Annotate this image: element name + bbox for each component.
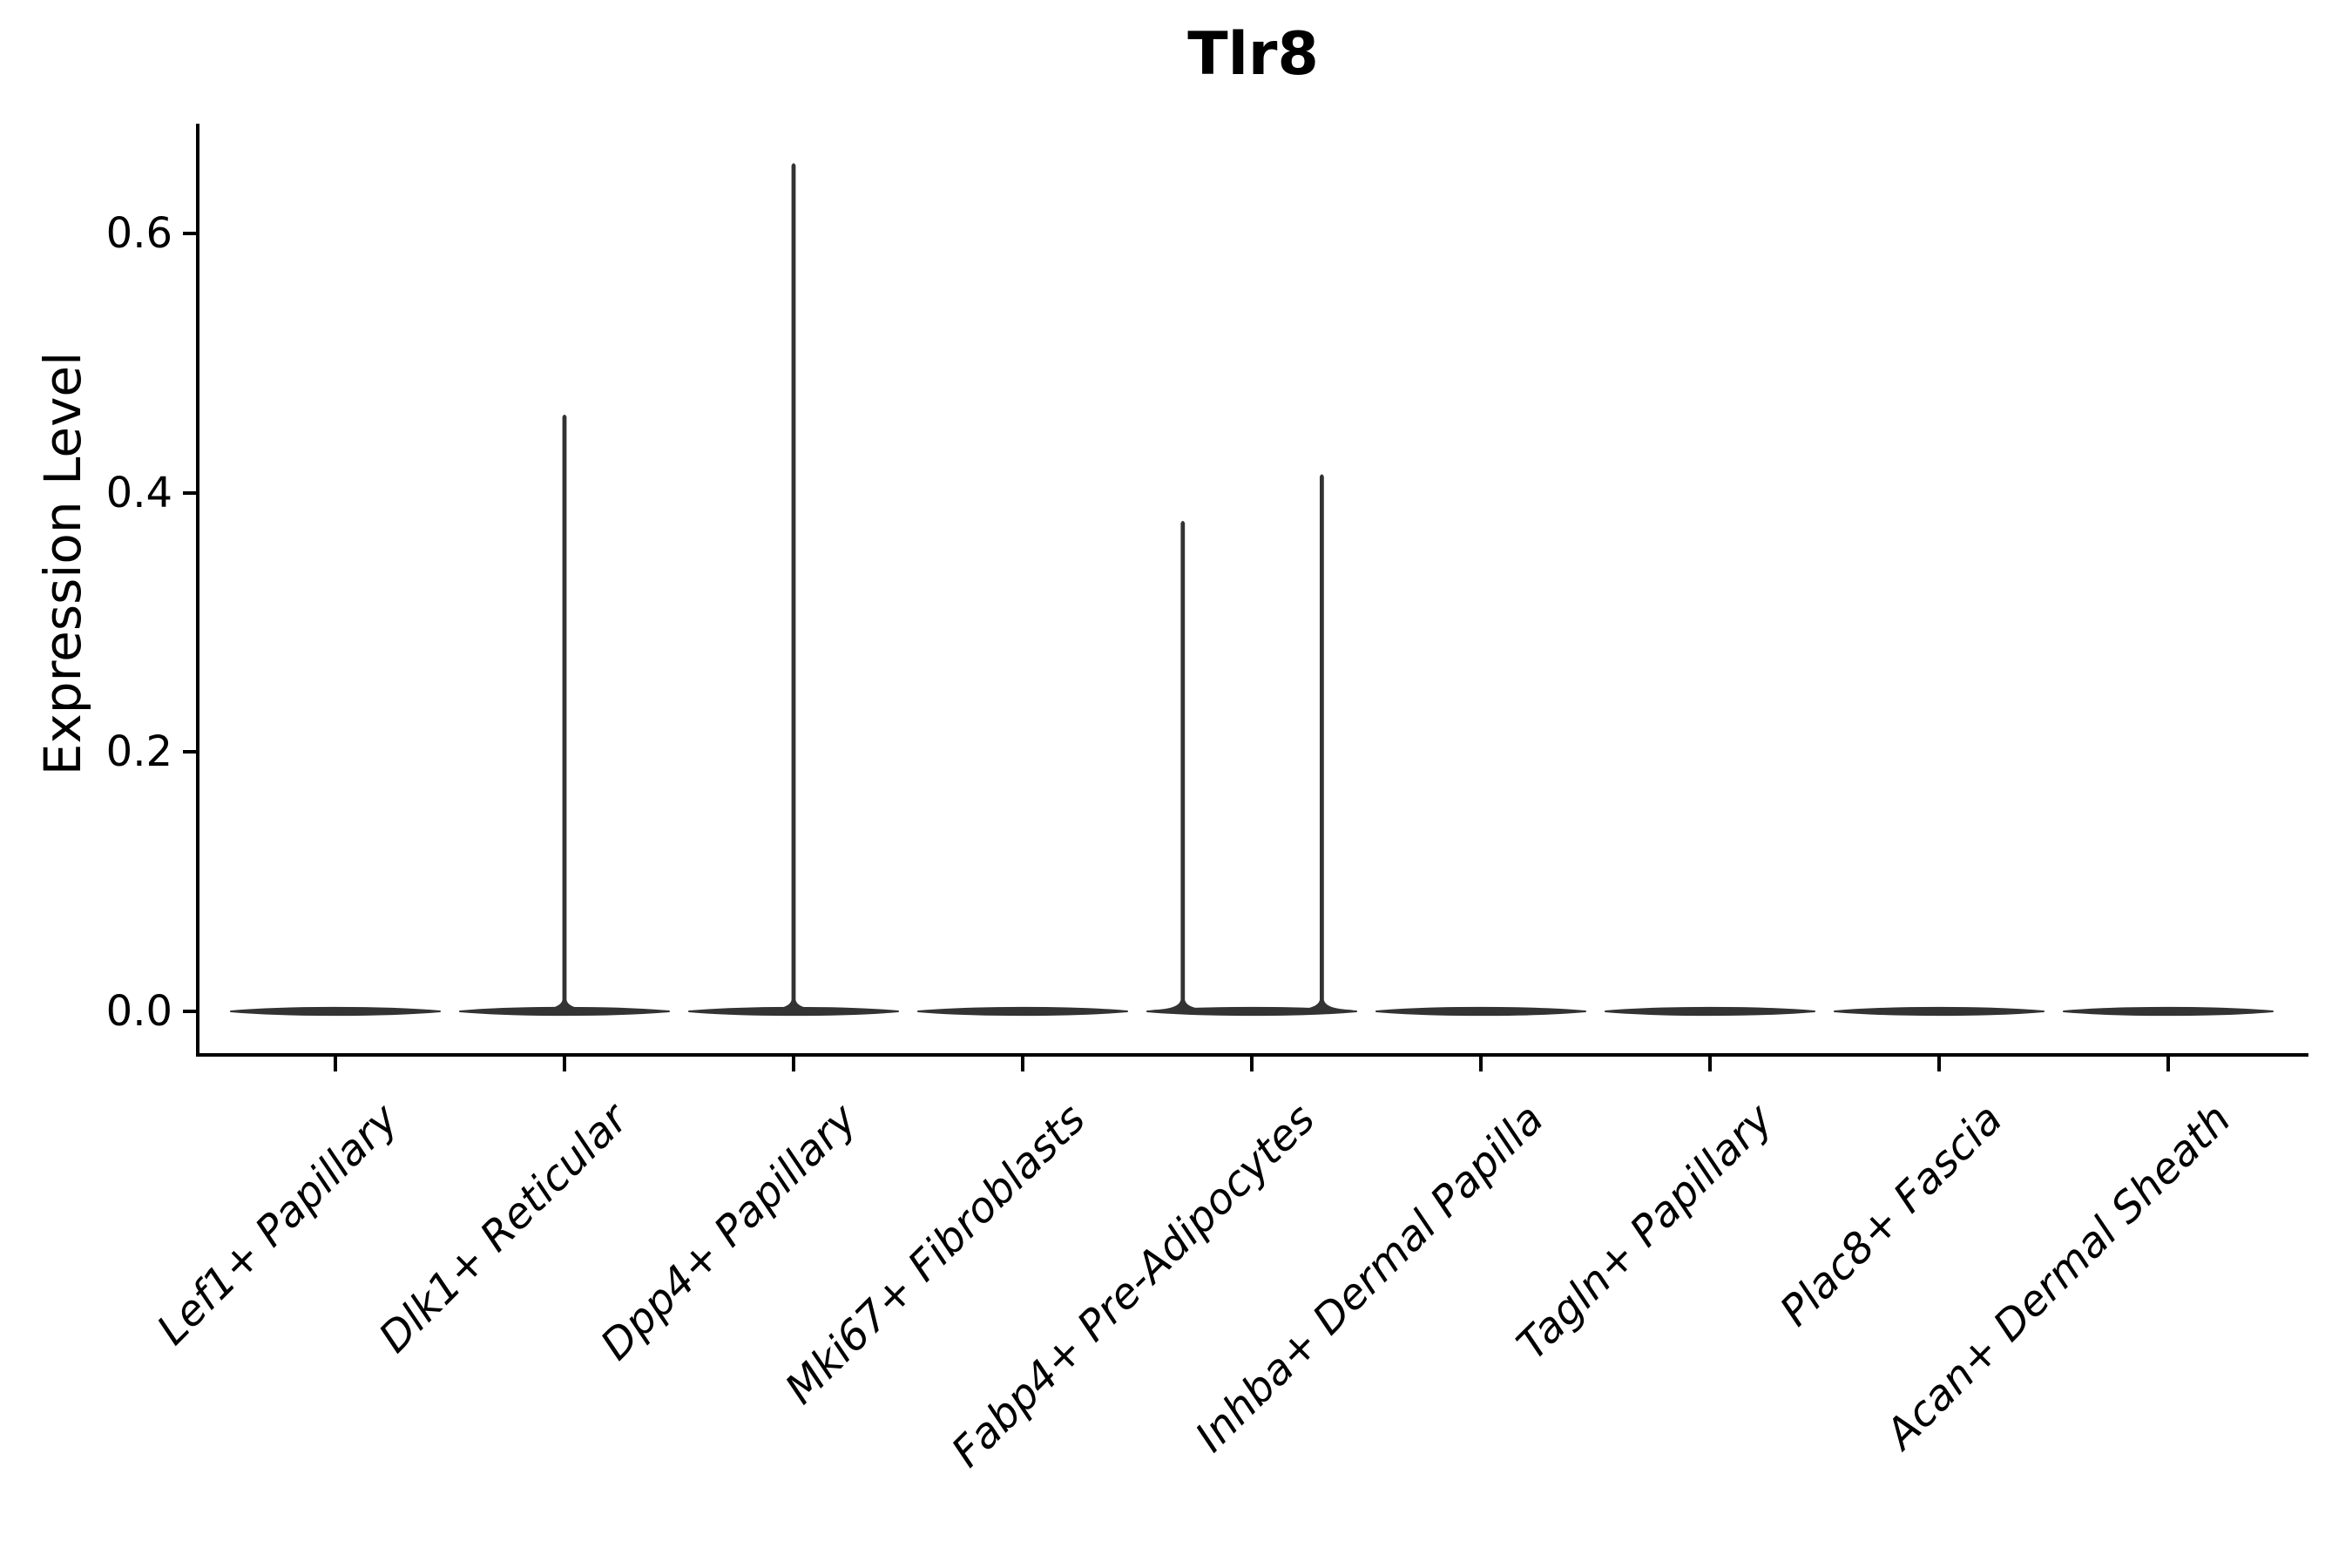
x-tick-mark	[563, 1057, 566, 1071]
y-tick-mark	[183, 1010, 196, 1013]
x-tick-mark	[1479, 1057, 1483, 1071]
y-tick-label: 0.2	[105, 727, 172, 776]
violin-body	[459, 1006, 670, 1017]
y-tick-mark	[183, 491, 196, 495]
x-tick-mark	[2166, 1057, 2170, 1071]
violin-body	[1605, 1006, 1815, 1017]
x-axis-spine	[196, 1053, 2308, 1057]
violin-body	[688, 1006, 899, 1017]
x-tick-mark	[1937, 1057, 1941, 1071]
y-tick-label: 0.6	[105, 209, 172, 258]
x-tick-mark	[1250, 1057, 1254, 1071]
chart-title: Tlr8	[1187, 20, 1319, 89]
x-tick-mark	[334, 1057, 337, 1071]
y-tick-mark	[183, 232, 196, 235]
x-tick-mark	[1021, 1057, 1024, 1071]
violin-body	[1375, 1006, 1586, 1017]
violin-body	[1834, 1006, 2044, 1017]
violin-spike	[762, 163, 825, 1010]
x-tick-mark	[1708, 1057, 1712, 1071]
x-tick-mark	[792, 1057, 795, 1071]
violin-body	[230, 1006, 441, 1017]
y-tick-label: 0.4	[105, 469, 172, 517]
violin-spike	[533, 415, 596, 1010]
y-axis-spine	[196, 124, 199, 1057]
violin-body	[917, 1006, 1128, 1017]
violin-body	[2063, 1006, 2274, 1017]
y-tick-mark	[183, 750, 196, 754]
y-tick-label: 0.0	[105, 987, 172, 1036]
violin-spike	[1290, 474, 1354, 1010]
violin-spike	[1151, 521, 1214, 1010]
